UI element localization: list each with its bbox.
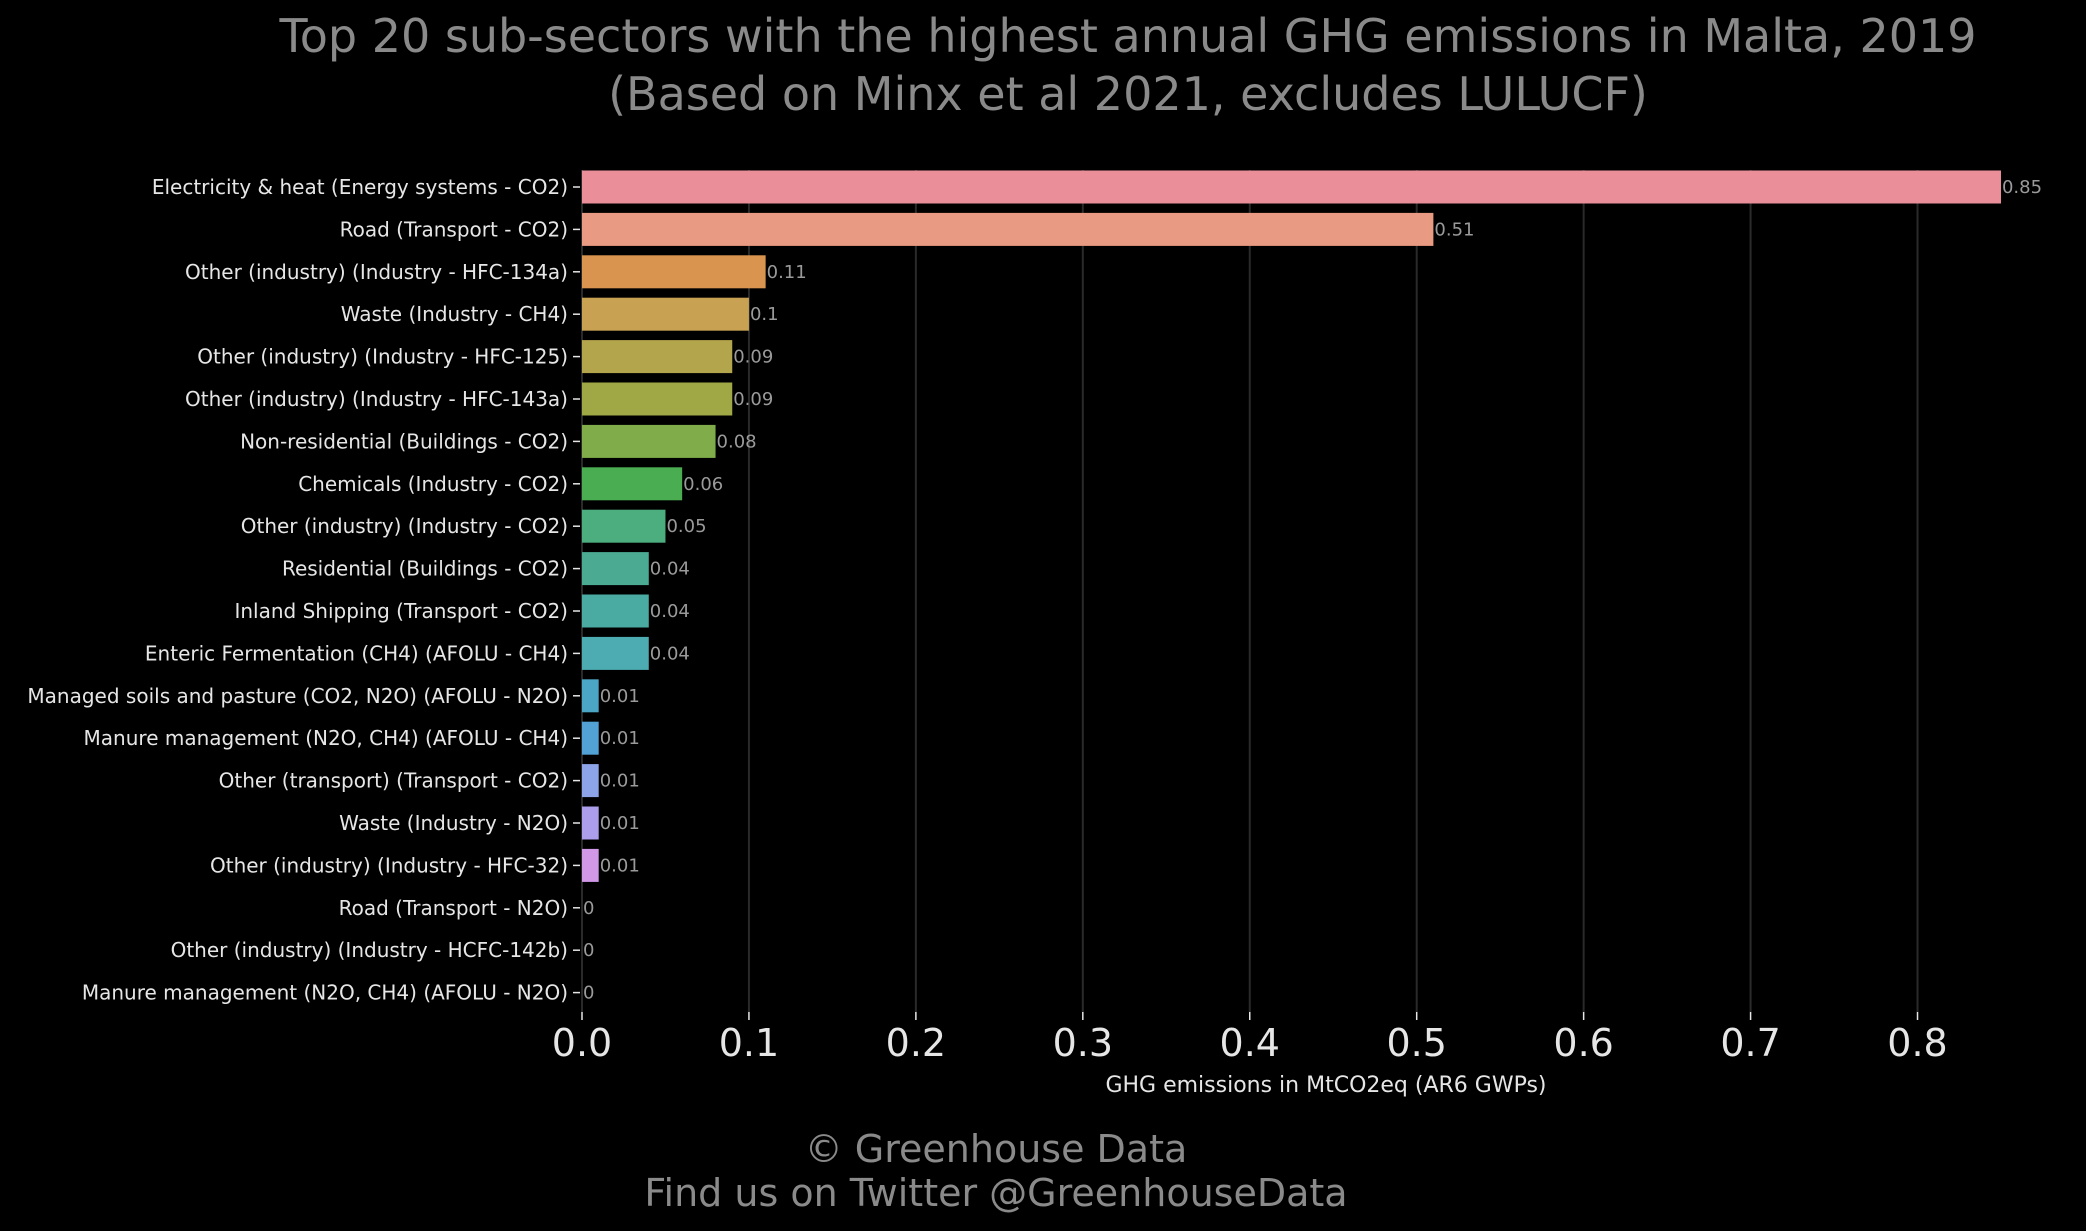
value-labels: 0.85 0.51 0.11 0.1 0.09 0.09 0.08 0.06 0.05 0.04 0… <box>583 177 2042 1004</box>
value-label: 0.09 <box>733 389 773 410</box>
credit-line-2: Find us on Twitter @GreenhouseData <box>644 1171 1347 1215</box>
chart-subtitle: (Based on Minx et al 2021, excludes LULU… <box>608 67 1648 121</box>
category-label: Other (industry) (Industry - HFC-32) <box>210 853 568 877</box>
category-label: Managed soils and pasture (CO2, N2O) (AF… <box>27 684 568 708</box>
category-label: Other (industry) (Industry - CO2) <box>241 514 568 538</box>
value-label: 0.85 <box>2002 177 2042 198</box>
bar <box>582 679 599 713</box>
category-label: Other (industry) (Industry - HFC-125) <box>197 345 568 369</box>
x-tick-label: 0.4 <box>1220 1021 1280 1065</box>
x-tick-label: 0.3 <box>1053 1021 1113 1065</box>
category-labels: Electricity & heat (Energy systems - CO2… <box>27 175 580 1005</box>
category-label: Other (transport) (Transport - CO2) <box>219 769 568 793</box>
value-label: 0.01 <box>600 855 640 876</box>
bar <box>582 170 2001 204</box>
x-tick-label: 0.5 <box>1386 1021 1446 1065</box>
x-tick-label: 0.6 <box>1553 1021 1613 1065</box>
category-label: Manure management (N2O, CH4) (AFOLU - N2… <box>82 981 568 1005</box>
bar <box>582 467 683 501</box>
bar <box>582 721 599 755</box>
value-label: 0.01 <box>600 771 640 792</box>
bar <box>582 806 599 840</box>
category-label: Other (industry) (Industry - HFC-143a) <box>185 387 568 411</box>
category-label: Other (industry) (Industry - HCFC-142b) <box>171 938 568 962</box>
bar <box>582 636 649 670</box>
value-label: 0.01 <box>600 686 640 707</box>
category-label: Manure management (N2O, CH4) (AFOLU - CH… <box>84 726 568 750</box>
x-tick-label: 0.1 <box>719 1021 779 1065</box>
category-label: Inland Shipping (Transport - CO2) <box>234 599 568 623</box>
bar <box>582 382 733 416</box>
value-label: 0 <box>583 983 594 1004</box>
x-axis-label: GHG emissions in MtCO2eq (AR6 GWPs) <box>1105 1073 1546 1098</box>
bar <box>582 552 649 586</box>
value-label: 0.09 <box>733 347 773 368</box>
x-tick-label: 0.8 <box>1887 1021 1947 1065</box>
value-label: 0.11 <box>767 262 807 283</box>
value-label: 0.08 <box>717 431 757 452</box>
chart-title: Top 20 sub-sectors with the highest annu… <box>278 9 1976 63</box>
bar <box>582 340 733 374</box>
bar <box>582 212 1434 246</box>
x-axis-ticks: 0.0 0.1 0.2 0.3 0.4 0.5 0.6 0.7 0.8 <box>552 1012 1948 1065</box>
bar <box>582 255 766 289</box>
value-label: 0.51 <box>1434 219 1474 240</box>
category-label: Waste (Industry - N2O) <box>339 811 568 835</box>
category-label: Electricity & heat (Energy systems - CO2… <box>152 175 568 199</box>
x-tick-label: 0.0 <box>552 1021 612 1065</box>
category-label: Non-residential (Buildings - CO2) <box>240 429 568 453</box>
credit-line-1: © Greenhouse Data <box>805 1127 1188 1171</box>
bar <box>582 424 716 458</box>
x-tick-label: 0.7 <box>1720 1021 1780 1065</box>
category-label: Waste (Industry - CH4) <box>341 302 568 326</box>
bar <box>582 848 599 882</box>
bar <box>582 594 649 628</box>
value-label: 0.04 <box>650 643 690 664</box>
category-label: Road (Transport - N2O) <box>339 896 568 920</box>
value-label: 0.01 <box>600 728 640 749</box>
category-label: Chemicals (Industry - CO2) <box>298 472 568 496</box>
value-label: 0 <box>583 940 594 961</box>
value-label: 0.06 <box>683 474 723 495</box>
bar <box>582 297 749 331</box>
category-label: Residential (Buildings - CO2) <box>282 557 568 581</box>
bar <box>582 764 599 798</box>
x-tick-label: 0.2 <box>886 1021 946 1065</box>
value-label: 0.04 <box>650 559 690 580</box>
bars <box>582 170 2001 882</box>
value-label: 0 <box>583 898 594 919</box>
grid-lines <box>581 170 1919 1012</box>
value-label: 0.01 <box>600 813 640 834</box>
category-label: Road (Transport - CO2) <box>340 217 568 241</box>
bar <box>582 509 666 543</box>
category-label: Enteric Fermentation (CH4) (AFOLU - CH4) <box>145 641 568 665</box>
category-label: Other (industry) (Industry - HFC-134a) <box>185 260 568 284</box>
value-label: 0.1 <box>750 304 779 325</box>
value-label: 0.05 <box>666 516 706 537</box>
value-label: 0.04 <box>650 601 690 622</box>
